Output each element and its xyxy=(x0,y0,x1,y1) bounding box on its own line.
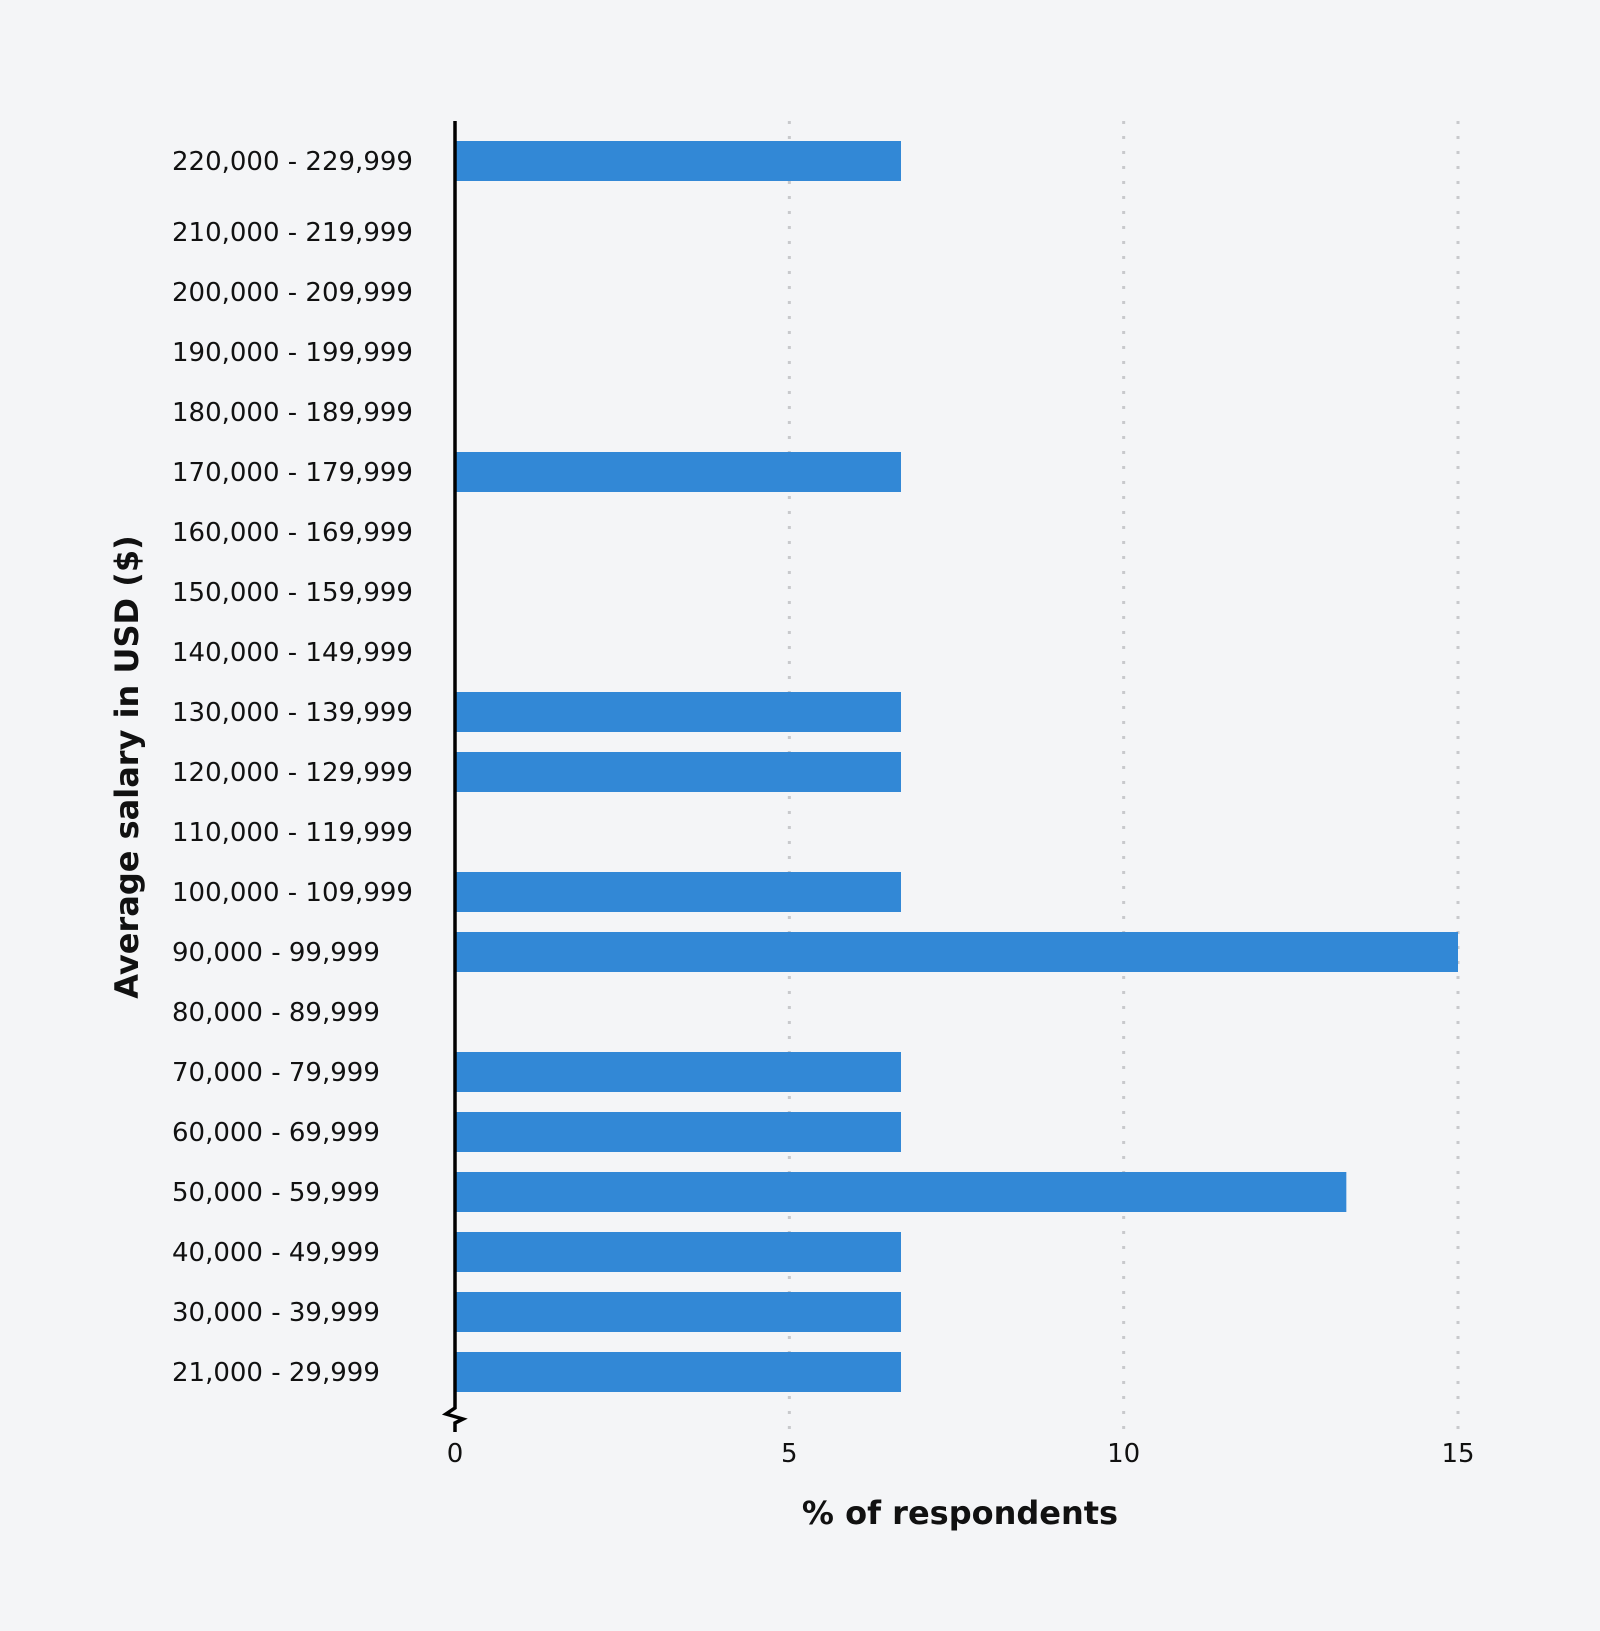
category-label: 120,000 - 129,999 xyxy=(172,758,413,788)
bar xyxy=(456,141,902,181)
bars xyxy=(456,141,1458,1392)
category-label: 70,000 - 79,999 xyxy=(172,1058,380,1088)
x-axis-title: % of respondents xyxy=(802,1494,1118,1532)
category-label: 90,000 - 99,999 xyxy=(172,938,380,968)
category-label: 130,000 - 139,999 xyxy=(172,698,413,728)
category-label: 50,000 - 59,999 xyxy=(172,1178,380,1208)
category-label: 150,000 - 159,999 xyxy=(172,578,413,608)
category-label: 80,000 - 89,999 xyxy=(172,998,380,1028)
category-label: 210,000 - 219,999 xyxy=(172,218,413,248)
x-tick-label: 5 xyxy=(781,1439,798,1469)
bar xyxy=(456,692,902,732)
category-label: 30,000 - 39,999 xyxy=(172,1298,380,1328)
x-tick-labels: 0 5 10 15 xyxy=(447,1439,1475,1469)
bar xyxy=(456,1232,902,1272)
category-label: 140,000 - 149,999 xyxy=(172,638,413,668)
bar xyxy=(456,752,902,792)
category-label: 60,000 - 69,999 xyxy=(172,1118,380,1148)
bar xyxy=(456,452,902,492)
category-label: 100,000 - 109,999 xyxy=(172,878,413,908)
y-axis-line xyxy=(441,121,468,1432)
category-label: 110,000 - 119,999 xyxy=(172,818,413,848)
x-tick-label: 15 xyxy=(1441,1439,1474,1469)
category-label: 160,000 - 169,999 xyxy=(172,518,413,548)
bar xyxy=(456,872,902,912)
x-tick-label: 10 xyxy=(1107,1439,1140,1469)
bar xyxy=(456,1112,902,1152)
bar xyxy=(456,1292,902,1332)
bar xyxy=(456,1052,902,1092)
category-label: 40,000 - 49,999 xyxy=(172,1238,380,1268)
x-tick-label: 0 xyxy=(447,1439,464,1469)
category-label: 170,000 - 179,999 xyxy=(172,458,413,488)
bar xyxy=(456,1172,1347,1212)
bar xyxy=(456,1352,902,1392)
bar xyxy=(456,932,1458,972)
category-label: 200,000 - 209,999 xyxy=(172,278,413,308)
category-label: 190,000 - 199,999 xyxy=(172,338,413,368)
category-label: 180,000 - 189,999 xyxy=(172,398,413,428)
y-axis-title: Average salary in USD ($) xyxy=(108,535,146,998)
category-label: 21,000 - 29,999 xyxy=(172,1358,380,1388)
category-labels: 220,000 - 229,999 210,000 - 219,999 200,00… xyxy=(172,147,413,1388)
category-label: 220,000 - 229,999 xyxy=(172,147,413,177)
